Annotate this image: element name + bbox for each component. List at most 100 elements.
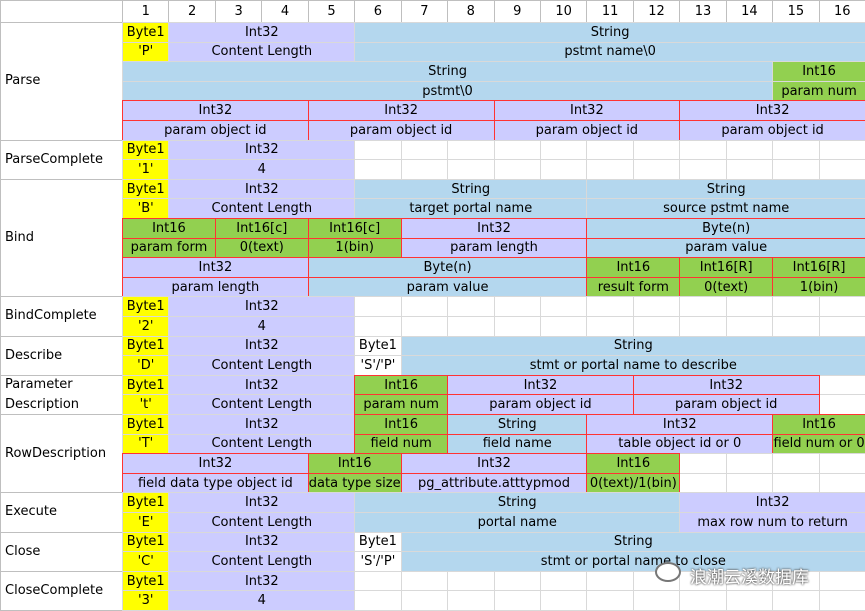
empty-cell (539, 159, 588, 180)
message-label: Parameter Description (0, 374, 123, 415)
field-cell: Int16 (354, 414, 449, 435)
field-cell: 'S'/'P' (354, 355, 402, 376)
field-cell: param num (354, 394, 449, 415)
field-cell: Byte1 (122, 492, 170, 513)
empty-cell (818, 590, 865, 611)
field-cell: Content Length (168, 198, 356, 219)
field-cell: Int32 (586, 414, 774, 435)
empty-cell (354, 139, 402, 161)
field-cell: String (354, 178, 588, 200)
field-cell: param object id (493, 120, 681, 141)
column-header: 14 (725, 0, 774, 23)
empty-cell (632, 159, 681, 180)
empty-cell (818, 570, 865, 592)
empty-cell (539, 316, 588, 337)
field-cell: Int16 (354, 374, 449, 396)
field-cell: String (354, 492, 681, 513)
field-cell: 0(text) (679, 276, 774, 298)
empty-cell (586, 296, 634, 317)
field-cell: Int32 (168, 531, 356, 553)
field-cell: 1(bin) (307, 237, 402, 259)
field-cell: String (447, 414, 588, 435)
field-cell: table object id or 0 (586, 433, 774, 455)
field-cell: Int32 (168, 178, 356, 200)
field-cell: Int32 (168, 570, 356, 592)
field-cell: param object id (122, 120, 309, 141)
column-header: 5 (307, 0, 356, 23)
field-cell: Content Length (168, 355, 356, 376)
field-cell: Byte1 (354, 531, 402, 553)
empty-cell (539, 570, 588, 592)
message-label: Describe (0, 335, 123, 376)
field-cell: Int32 (679, 100, 865, 121)
empty-cell (818, 394, 865, 415)
field-cell: Byte1 (122, 531, 170, 553)
field-cell: data type size (307, 472, 402, 494)
field-cell: 'E' (122, 512, 170, 533)
empty-cell (818, 139, 865, 161)
field-cell: field name (447, 433, 588, 455)
column-header: 12 (632, 0, 681, 23)
field-cell: Int32 (307, 100, 495, 121)
empty-cell (725, 139, 774, 161)
field-cell: String (122, 61, 774, 82)
field-cell: Int32 (400, 218, 588, 239)
empty-cell (539, 296, 588, 317)
empty-cell (493, 139, 541, 161)
field-cell: Int32 (122, 100, 309, 121)
empty-cell (772, 453, 820, 474)
field-cell: Int32 (168, 22, 356, 43)
field-cell: String (400, 531, 865, 553)
field-cell: param length (122, 276, 309, 298)
field-cell: param value (307, 276, 588, 298)
field-cell: Byte1 (122, 335, 170, 357)
empty-cell (772, 590, 820, 611)
field-cell: max row num to return (679, 512, 865, 533)
empty-cell (354, 590, 402, 611)
column-header: 9 (493, 0, 541, 23)
field-cell: param value (586, 237, 865, 259)
field-cell: param form (122, 237, 216, 259)
empty-cell (539, 139, 588, 161)
field-cell: Byte1 (354, 335, 402, 357)
field-cell: '1' (122, 159, 170, 180)
field-cell: source pstmt name (586, 198, 865, 219)
field-cell: target portal name (354, 198, 588, 219)
empty-cell (400, 590, 449, 611)
field-cell: Int32 (168, 296, 356, 317)
empty-cell (632, 316, 681, 337)
empty-cell (447, 139, 495, 161)
empty-cell (354, 316, 402, 337)
empty-cell (679, 139, 727, 161)
empty-cell (632, 296, 681, 317)
field-cell: Int32 (447, 374, 634, 396)
field-cell: 4 (168, 316, 356, 337)
field-cell: Int16[R] (679, 257, 774, 278)
empty-cell (725, 159, 774, 180)
field-cell: Int16[c] (307, 218, 402, 239)
field-cell: Byte1 (122, 374, 170, 396)
empty-cell (818, 159, 865, 180)
empty-cell (818, 316, 865, 337)
empty-cell (493, 159, 541, 180)
field-cell: portal name (354, 512, 681, 533)
field-cell: String (586, 178, 865, 200)
empty-cell (772, 296, 820, 317)
field-cell: Content Length (168, 41, 356, 63)
empty-cell (586, 159, 634, 180)
empty-cell (586, 590, 634, 611)
field-cell: param num (772, 80, 865, 102)
empty-cell (725, 590, 774, 611)
empty-cell (818, 296, 865, 317)
field-cell: Int32 (168, 414, 356, 435)
field-cell: pstmt name\0 (354, 41, 865, 63)
empty-cell (493, 316, 541, 337)
field-cell: Int32 (168, 492, 356, 513)
field-cell: result form (586, 276, 681, 298)
field-cell: Int32 (168, 374, 356, 396)
empty-cell (725, 472, 774, 494)
message-label: CloseComplete (0, 570, 123, 611)
field-cell: field num (354, 433, 449, 455)
empty-cell (493, 296, 541, 317)
column-header: 2 (168, 0, 216, 23)
